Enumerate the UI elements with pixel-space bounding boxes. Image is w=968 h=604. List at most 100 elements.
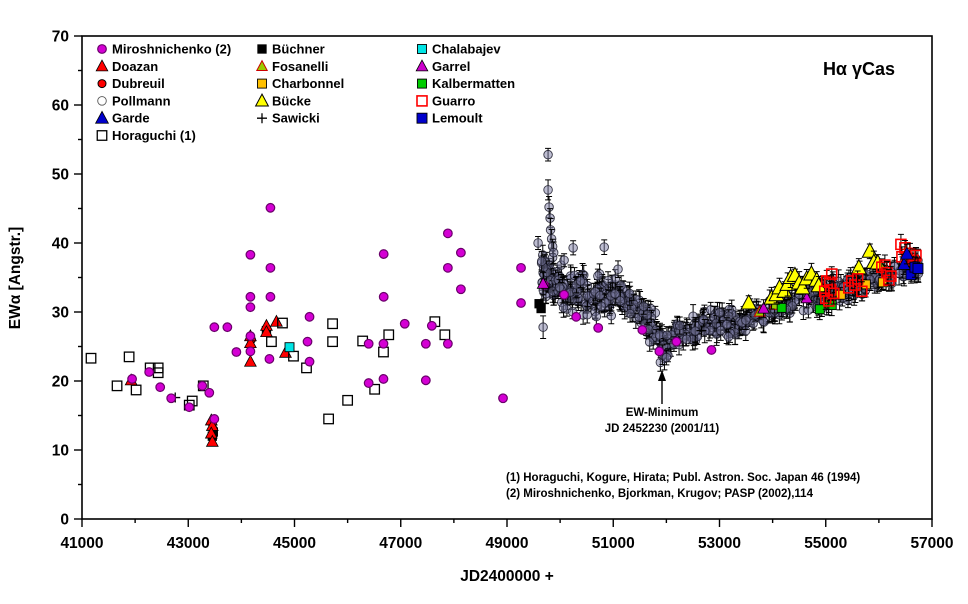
legend-item-bucke-label: Bücke bbox=[272, 93, 311, 108]
data-point bbox=[582, 310, 592, 320]
data-point bbox=[706, 345, 717, 355]
data-point bbox=[881, 266, 893, 279]
x-tick-label: 41000 bbox=[60, 535, 103, 552]
y-tick-label: 0 bbox=[60, 512, 69, 529]
x-tick-label: 53000 bbox=[698, 535, 741, 552]
data-point bbox=[536, 276, 550, 289]
data-point bbox=[245, 302, 256, 313]
legend-item-doazan: Doazan bbox=[95, 59, 158, 74]
error-bar bbox=[887, 265, 894, 287]
data-point bbox=[420, 375, 431, 386]
data-point bbox=[538, 322, 548, 332]
data-point bbox=[824, 284, 837, 296]
data-point bbox=[885, 270, 897, 282]
data-point bbox=[264, 354, 275, 364]
data-point bbox=[378, 291, 389, 302]
series-garde bbox=[896, 243, 914, 275]
x-tick-label: 49000 bbox=[485, 535, 528, 552]
legend-item-sawicki-label: Sawicki bbox=[272, 111, 320, 126]
data-point bbox=[266, 336, 277, 348]
data-point bbox=[571, 311, 582, 322]
annotation-line1: EW-Minimum bbox=[626, 407, 699, 419]
data-point bbox=[671, 336, 682, 347]
data-point bbox=[184, 402, 195, 413]
data-point bbox=[533, 238, 543, 248]
data-point bbox=[442, 338, 453, 349]
data-point bbox=[559, 255, 569, 265]
data-point bbox=[265, 291, 276, 302]
data-point bbox=[536, 256, 547, 267]
y-tick-label: 10 bbox=[52, 443, 69, 460]
data-point bbox=[856, 285, 868, 298]
data-point bbox=[593, 271, 603, 281]
data-point bbox=[723, 332, 734, 342]
data-point bbox=[516, 262, 526, 273]
data-point bbox=[843, 282, 855, 294]
axis-ticks: 41000 43000 45000 47000 49000 51000 53000 55000… bbox=[52, 29, 954, 553]
data-point bbox=[284, 342, 295, 353]
legend-item-fosanelli-label: Fosanelli bbox=[272, 59, 328, 74]
data-point bbox=[277, 317, 288, 329]
annotation-line2: JD 2452230 (2001/11) bbox=[605, 423, 720, 435]
data-point bbox=[714, 307, 725, 318]
data-point bbox=[144, 367, 155, 377]
legend-item-horaguchi-label: Horaguchi (1) bbox=[112, 128, 196, 143]
data-point bbox=[825, 268, 838, 280]
data-point bbox=[97, 44, 107, 54]
data-point bbox=[696, 325, 707, 336]
legend-item-fosanelli: Fosanelli bbox=[255, 59, 328, 74]
data-point bbox=[591, 311, 602, 322]
data-point bbox=[803, 305, 814, 315]
legend-item-miroshnichenko-label: Miroshnichenko (2) bbox=[112, 42, 231, 57]
data-point bbox=[849, 279, 861, 291]
data-point bbox=[723, 311, 734, 322]
data-point bbox=[912, 263, 924, 274]
data-point bbox=[596, 301, 607, 312]
data-point bbox=[624, 288, 635, 299]
data-point bbox=[416, 95, 428, 107]
data-point bbox=[111, 380, 123, 392]
data-point bbox=[231, 347, 242, 357]
data-point bbox=[455, 284, 466, 295]
x-tick-label: 43000 bbox=[167, 535, 210, 552]
data-point bbox=[415, 59, 429, 72]
data-point bbox=[205, 434, 219, 447]
legend-item-miroshnichenko: Miroshnichenko (2) bbox=[97, 42, 231, 57]
data-point bbox=[543, 185, 553, 195]
data-point bbox=[442, 228, 453, 239]
data-point bbox=[127, 374, 137, 384]
chart-title: Hα γCas bbox=[823, 59, 895, 79]
data-point bbox=[130, 384, 142, 396]
data-point bbox=[257, 113, 267, 124]
y-tick-label: 20 bbox=[52, 374, 69, 391]
ew-minimum-annotation: EW-Minimum JD 2452230 (2001/11) bbox=[605, 370, 720, 435]
data-point bbox=[442, 262, 453, 273]
series-horaguchi bbox=[85, 316, 451, 425]
data-point bbox=[269, 314, 283, 327]
plot-area: 41000 43000 45000 47000 49000 51000 53000 55000… bbox=[52, 29, 954, 553]
series-miroshnichenko bbox=[127, 202, 717, 424]
data-point bbox=[383, 329, 395, 341]
data-point bbox=[378, 374, 389, 384]
data-point bbox=[265, 202, 276, 213]
data-point bbox=[342, 394, 354, 406]
data-point bbox=[97, 96, 107, 106]
legend-item-kalbermatten: Kalbermatten bbox=[417, 76, 515, 91]
y-tick-label: 60 bbox=[52, 98, 69, 115]
series-bucke bbox=[740, 242, 887, 311]
data-point bbox=[363, 338, 374, 349]
data-point bbox=[559, 289, 570, 300]
legend-item-pollmann: Pollmann bbox=[97, 93, 171, 108]
data-point bbox=[378, 249, 389, 259]
data-point bbox=[123, 351, 135, 363]
data-point bbox=[861, 242, 879, 258]
legend-item-garde-label: Garde bbox=[112, 111, 150, 126]
legend-item-guarro-label: Guarro bbox=[432, 93, 475, 108]
data-point bbox=[378, 346, 389, 358]
data-point bbox=[257, 78, 267, 89]
data-point bbox=[209, 414, 220, 424]
x-tick-label: 45000 bbox=[273, 535, 316, 552]
y-tick-label: 70 bbox=[52, 29, 69, 46]
data-point bbox=[85, 352, 97, 364]
